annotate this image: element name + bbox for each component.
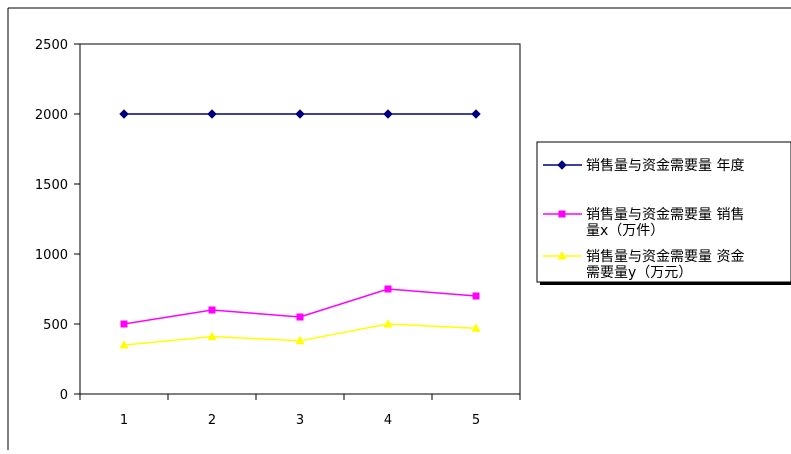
data-point — [383, 319, 393, 328]
data-point — [472, 292, 480, 300]
data-point — [295, 335, 305, 345]
y-tick-label: 0 — [60, 388, 68, 403]
legend-label: 需要量y（万元） — [586, 265, 692, 281]
legend-label: 销售量与资金需要量 销售 — [586, 207, 744, 223]
chart-area-frame — [7, 7, 791, 450]
x-axis: 1 2 3 4 5 — [79, 394, 521, 428]
series-1 — [119, 109, 481, 119]
data-point — [207, 331, 217, 341]
data-point — [119, 340, 129, 349]
data-point — [471, 109, 481, 119]
data-point — [384, 285, 392, 293]
plot-area — [79, 43, 521, 395]
y-tick-label: 2500 — [35, 38, 68, 53]
y-axis: 0 500 1000 1500 2000 2500 — [35, 38, 80, 403]
y-tick-label: 500 — [43, 318, 68, 333]
x-tick-label: 3 — [296, 413, 304, 428]
legend-label: 销售量与资金需要量 资金 — [586, 249, 744, 265]
x-tick-label: 1 — [120, 413, 128, 428]
data-point — [383, 109, 393, 119]
series-2 — [120, 285, 480, 328]
legend-label: 销售量与资金需要量 年度 — [586, 158, 744, 174]
legend-marker — [557, 160, 567, 170]
series-3 — [119, 319, 481, 349]
data-point — [471, 323, 481, 332]
y-tick-label: 2000 — [35, 108, 68, 123]
x-tick-label: 5 — [472, 413, 480, 428]
data-point — [208, 306, 216, 314]
x-tick-label: 2 — [208, 413, 216, 428]
legend-marker — [558, 210, 566, 218]
data-point — [120, 320, 128, 328]
series-layer — [119, 109, 481, 349]
y-tick-label: 1500 — [35, 178, 68, 193]
x-tick-label: 4 — [384, 413, 392, 428]
legend-entry-1: 销售量与资金需要量 年度 — [543, 158, 744, 174]
legend-marker — [557, 251, 567, 260]
legend-label: 量x（万件） — [586, 223, 664, 239]
data-point — [207, 109, 217, 119]
data-point — [119, 109, 129, 119]
data-point — [296, 313, 304, 321]
y-tick-label: 1000 — [35, 248, 68, 263]
data-point — [295, 109, 305, 119]
